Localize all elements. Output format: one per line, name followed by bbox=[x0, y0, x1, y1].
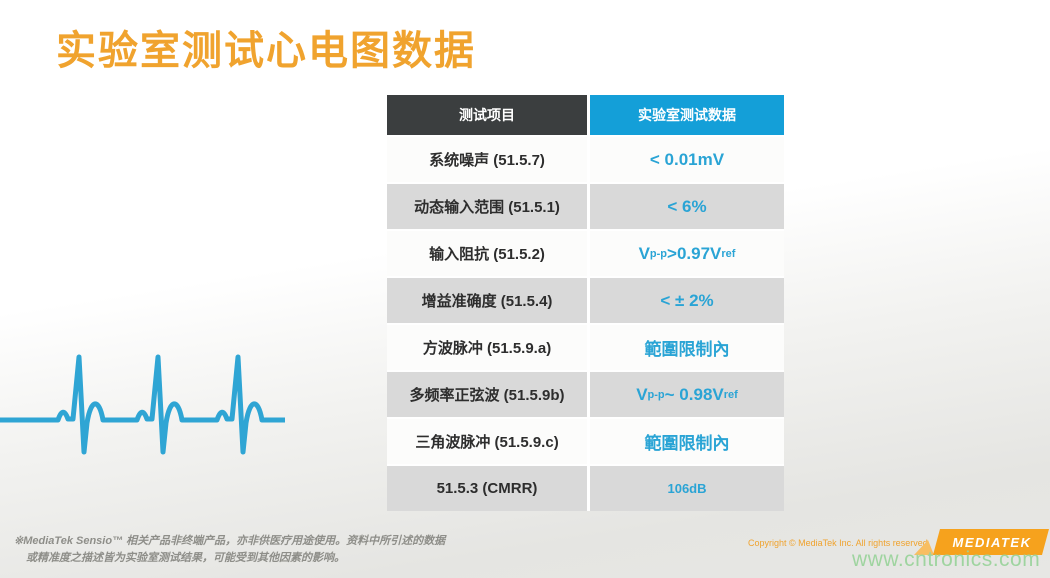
test-value-cell: 範圍限制內 bbox=[590, 419, 784, 464]
test-value-cell: 106dB bbox=[590, 466, 784, 511]
watermark-text: www.cntronics.com bbox=[852, 548, 1041, 571]
column-header-test-item: 测试项目 bbox=[387, 95, 587, 135]
test-value-cell: < 0.01mV bbox=[590, 137, 784, 182]
mediatek-logo-text: MEDIATEK bbox=[953, 535, 1032, 550]
test-item-cell: 输入阻抗 (51.5.2) bbox=[387, 231, 587, 276]
test-item-cell: 增益准确度 (51.5.4) bbox=[387, 278, 587, 323]
column-header-lab-data: 实验室测试数据 bbox=[590, 95, 784, 135]
table-row: 51.5.3 (CMRR) 106dB bbox=[387, 466, 784, 511]
test-item-cell: 系统噪声 (51.5.7) bbox=[387, 137, 587, 182]
test-item-cell: 方波脉冲 (51.5.9.a) bbox=[387, 325, 587, 370]
table-header-row: 测试项目 实验室测试数据 bbox=[387, 95, 784, 135]
mediatek-logo: MEDIATEK bbox=[913, 527, 1050, 557]
test-item-cell: 动态输入范围 (51.5.1) bbox=[387, 184, 587, 229]
ecg-test-table: 测试项目 实验室测试数据 系统噪声 (51.5.7) < 0.01mV 动态输入范围… bbox=[387, 95, 784, 511]
test-value-cell: < ± 2% bbox=[590, 278, 784, 323]
table-body: 系统噪声 (51.5.7) < 0.01mV 动态输入范围 (51.5.1) < 6%… bbox=[387, 137, 784, 511]
page-title: 实验室测试心电图数据 bbox=[56, 29, 476, 73]
disclaimer-line-2: 或精准度之描述皆为实验室测试结果，可能受到其他因素的影响。 bbox=[26, 552, 345, 564]
table-row: 方波脉冲 (51.5.9.a) 範圍限制內 bbox=[387, 325, 784, 370]
table-row: 动态输入范围 (51.5.1) < 6% bbox=[387, 184, 784, 229]
test-item-cell: 多频率正弦波 (51.5.9b) bbox=[387, 372, 587, 417]
table-row: 系统噪声 (51.5.7) < 0.01mV bbox=[387, 137, 784, 182]
table-row: 三角波脉冲 (51.5.9.c) 範圍限制內 bbox=[387, 419, 784, 464]
mediatek-logo-shape: MEDIATEK bbox=[914, 529, 1049, 555]
test-value-cell: < 6% bbox=[590, 184, 784, 229]
disclaimer-line-1: ※MediaTek Sensio™ 相关产品非终端产品，亦非供医疗用途使用。资料… bbox=[14, 535, 446, 547]
test-value-cell: 範圍限制內 bbox=[590, 325, 784, 370]
test-item-cell: 51.5.3 (CMRR) bbox=[387, 466, 587, 511]
ecg-waveform-graphic bbox=[0, 354, 285, 455]
test-item-cell: 三角波脉冲 (51.5.9.c) bbox=[387, 419, 587, 464]
table-row: 增益准确度 (51.5.4) < ± 2% bbox=[387, 278, 784, 323]
disclaimer-text: ※MediaTek Sensio™ 相关产品非终端产品，亦非供医疗用途使用。资料… bbox=[14, 533, 445, 567]
copyright-text: Copyright © MediaTek Inc. All rights res… bbox=[748, 538, 928, 548]
